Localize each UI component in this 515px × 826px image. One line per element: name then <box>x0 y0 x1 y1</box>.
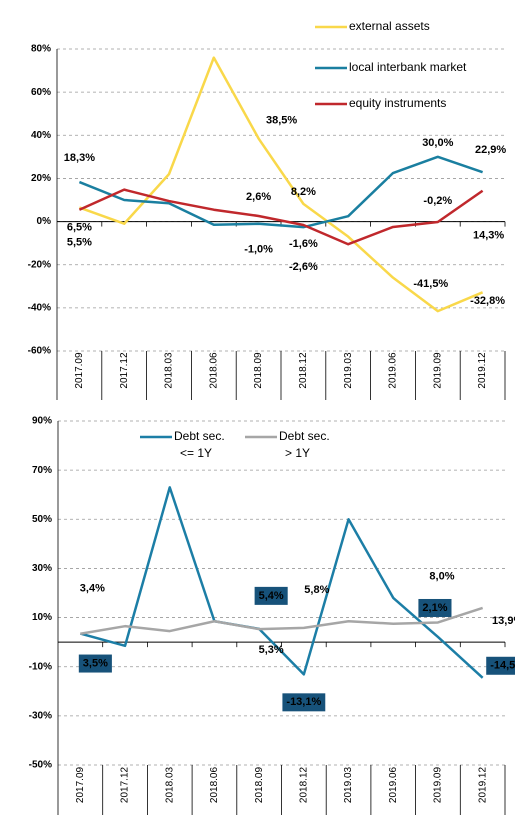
data-label: 8,2% <box>291 186 316 198</box>
x-tick-label: 2019.06 <box>388 352 399 389</box>
data-label: -32,8% <box>470 295 505 307</box>
x-tick-label: 2019.03 <box>343 352 354 389</box>
x-tick-label: 2019.12 <box>477 352 488 389</box>
x-tick-label: 2018.12 <box>298 352 309 389</box>
legend-label: equity instruments <box>349 96 446 110</box>
x-tick-label: 2018.06 <box>209 766 220 803</box>
data-label: 3,5% <box>83 657 108 669</box>
x-tick-label: 2017.12 <box>120 766 131 803</box>
label-box <box>418 598 452 617</box>
x-tick-label: 2018.09 <box>253 352 264 389</box>
data-label-box: -14,5% <box>486 656 515 675</box>
y-tick-label: -20% <box>28 259 51 270</box>
data-label: 38,5% <box>266 114 297 126</box>
data-label: 5,5% <box>67 237 92 249</box>
x-tick-label: 2019.12 <box>477 766 488 803</box>
legend-label: external assets <box>349 19 430 33</box>
data-label: 8,0% <box>429 570 454 582</box>
data-label: 5,4% <box>259 590 284 602</box>
x-tick-label: 2019.09 <box>432 352 443 389</box>
y-tick-label: -50% <box>29 760 52 771</box>
legend-label: Debt sec. <box>174 429 225 443</box>
label-box <box>282 693 326 712</box>
data-label: 5,3% <box>259 644 284 656</box>
x-tick-label: 2019.03 <box>343 766 354 803</box>
series-line <box>78 56 484 313</box>
y-tick-label: -60% <box>28 346 51 357</box>
legend-label: > 1Y <box>285 446 310 460</box>
data-label: 13,9% <box>492 615 515 627</box>
label-box <box>78 654 112 673</box>
y-tick-label: 20% <box>31 173 51 184</box>
data-label: -0,2% <box>423 195 452 207</box>
x-tick-label: 2018.09 <box>254 766 265 803</box>
y-tick-label: 0% <box>37 216 52 227</box>
data-label: -13,1% <box>286 696 321 708</box>
x-tick-label: 2018.03 <box>164 352 175 389</box>
y-tick-label: 10% <box>32 612 52 623</box>
series-line <box>78 188 484 246</box>
series-line <box>78 155 484 229</box>
data-label: -14,5% <box>490 660 515 672</box>
x-tick-label: 2019.09 <box>433 766 444 803</box>
label-box <box>254 586 288 605</box>
x-tick-label: 2017.12 <box>119 352 130 389</box>
data-label: -1,0% <box>244 244 273 256</box>
data-label-box: 2,1% <box>418 598 452 617</box>
x-tick-label: 2018.12 <box>298 766 309 803</box>
data-label-box: 3,5% <box>78 654 112 673</box>
data-label: 18,3% <box>64 152 95 164</box>
data-label: 6,5% <box>67 221 92 233</box>
series-line <box>80 606 484 636</box>
x-tick-label: 2018.03 <box>164 766 175 803</box>
data-label: 3,4% <box>80 583 105 595</box>
y-tick-label: 40% <box>31 130 51 141</box>
data-label: 30,0% <box>422 137 453 149</box>
x-tick-label: 2017.09 <box>74 352 85 389</box>
data-label: -1,6% <box>289 238 318 250</box>
series-line <box>80 486 484 679</box>
data-label: -41,5% <box>413 278 448 290</box>
y-tick-label: 70% <box>32 465 52 476</box>
data-label: 2,6% <box>246 191 271 203</box>
legend-label: <= 1Y <box>180 446 212 460</box>
y-tick-label: -40% <box>28 302 51 313</box>
y-tick-label: 60% <box>31 87 51 98</box>
x-tick-label: 2019.06 <box>388 766 399 803</box>
x-tick-label: 2017.09 <box>75 766 86 803</box>
y-tick-label: 80% <box>31 44 51 55</box>
data-label: 5,8% <box>304 584 329 596</box>
data-label: 14,3% <box>473 230 504 242</box>
data-label-box: -13,1% <box>282 693 326 712</box>
x-tick-label: 2018.06 <box>208 352 219 389</box>
y-tick-label: 90% <box>32 416 52 427</box>
label-box <box>486 656 515 675</box>
legend-label: Debt sec. <box>279 429 330 443</box>
y-tick-label: 50% <box>32 514 52 525</box>
data-label: 22,9% <box>475 144 506 156</box>
y-tick-label: 30% <box>32 563 52 574</box>
data-label: -2,6% <box>289 261 318 273</box>
legend-label: local interbank market <box>349 60 467 74</box>
y-tick-label: -30% <box>29 710 52 721</box>
data-label: 2,1% <box>422 602 447 614</box>
data-label-box: 5,4% <box>254 586 288 605</box>
y-tick-label: -10% <box>29 661 52 672</box>
